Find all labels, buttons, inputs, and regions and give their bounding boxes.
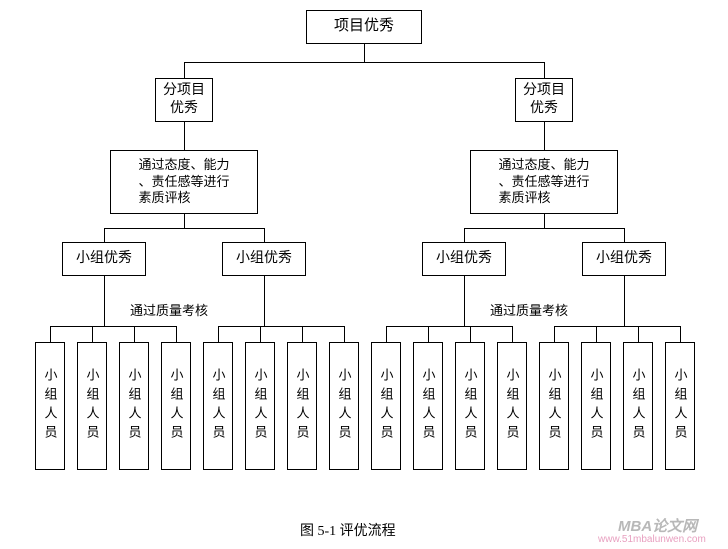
member-label: 小组人员 — [461, 368, 480, 444]
member-label: 小组人员 — [167, 368, 186, 444]
member-node: 小组人员 — [539, 342, 569, 470]
group-node: 小组优秀 — [422, 242, 506, 276]
group-label: 小组优秀 — [434, 248, 494, 270]
subproject-label: 分项目 优秀 — [521, 80, 567, 120]
watermark-text: MBA论文网 — [618, 515, 697, 536]
member-node: 小组人员 — [119, 342, 149, 470]
member-node: 小组人员 — [287, 342, 317, 470]
member-node: 小组人员 — [581, 342, 611, 470]
subproject-node: 分项目 优秀 — [515, 78, 573, 122]
member-node: 小组人员 — [203, 342, 233, 470]
group-node: 小组优秀 — [582, 242, 666, 276]
member-node: 小组人员 — [35, 342, 65, 470]
quality-label: 通过质量考核 — [130, 300, 208, 319]
member-node: 小组人员 — [161, 342, 191, 470]
group-node: 小组优秀 — [222, 242, 306, 276]
member-label: 小组人员 — [83, 368, 102, 444]
member-node: 小组人员 — [455, 342, 485, 470]
member-label: 小组人员 — [545, 368, 564, 444]
member-node: 小组人员 — [245, 342, 275, 470]
member-node: 小组人员 — [329, 342, 359, 470]
figure-caption: 图 5-1 评优流程 — [300, 520, 396, 540]
criteria-node: 通过态度、能力 、责任感等进行 素质评核 — [470, 150, 618, 214]
group-label: 小组优秀 — [234, 248, 294, 270]
diagram-canvas: 项目优秀 分项目 优秀 分项目 优秀 通过态度、能力 、责任感等进行 素质评核 … — [0, 0, 728, 549]
member-node: 小组人员 — [413, 342, 443, 470]
subproject-node: 分项目 优秀 — [155, 78, 213, 122]
root-label: 项目优秀 — [332, 15, 396, 39]
member-node: 小组人员 — [497, 342, 527, 470]
member-node: 小组人员 — [371, 342, 401, 470]
member-label: 小组人员 — [503, 368, 522, 444]
root-node: 项目优秀 — [306, 10, 422, 44]
group-label: 小组优秀 — [594, 248, 654, 270]
member-label: 小组人员 — [335, 368, 354, 444]
quality-label: 通过质量考核 — [490, 300, 568, 319]
member-node: 小组人员 — [77, 342, 107, 470]
member-label: 小组人员 — [419, 368, 438, 444]
criteria-node: 通过态度、能力 、责任感等进行 素质评核 — [110, 150, 258, 214]
member-node: 小组人员 — [623, 342, 653, 470]
member-label: 小组人员 — [671, 368, 690, 444]
member-label: 小组人员 — [629, 368, 648, 444]
member-node: 小组人员 — [665, 342, 695, 470]
member-label: 小组人员 — [125, 368, 144, 444]
criteria-label: 通过态度、能力 、责任感等进行 素质评核 — [130, 153, 237, 212]
member-label: 小组人员 — [251, 368, 270, 444]
criteria-label: 通过态度、能力 、责任感等进行 素质评核 — [490, 153, 597, 212]
member-label: 小组人员 — [209, 368, 228, 444]
member-label: 小组人员 — [41, 368, 60, 444]
member-label: 小组人员 — [587, 368, 606, 444]
member-label: 小组人员 — [293, 368, 312, 444]
group-node: 小组优秀 — [62, 242, 146, 276]
watermark-url: www.51mbalunwen.com — [598, 534, 706, 545]
member-label: 小组人员 — [377, 368, 396, 444]
group-label: 小组优秀 — [74, 248, 134, 270]
subproject-label: 分项目 优秀 — [161, 80, 207, 120]
